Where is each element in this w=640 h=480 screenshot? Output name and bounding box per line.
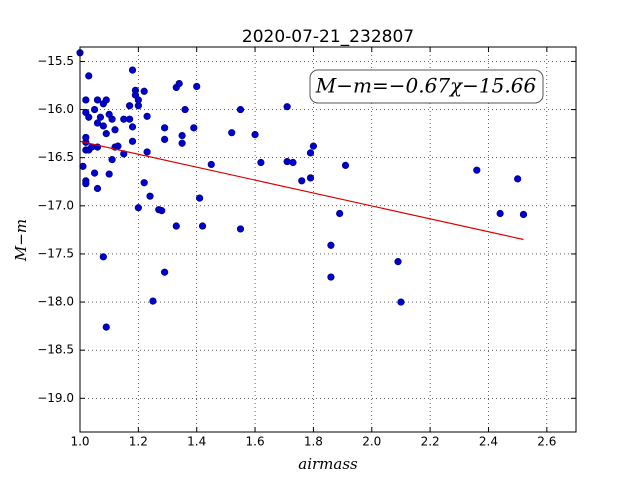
point xyxy=(336,209,344,218)
y-tick-label: −17.5 xyxy=(37,246,74,260)
point xyxy=(128,123,137,131)
x-tick-label: 1.4 xyxy=(187,435,206,449)
point xyxy=(85,72,93,80)
point xyxy=(289,158,297,167)
point xyxy=(126,102,134,110)
point xyxy=(93,119,102,127)
point xyxy=(96,113,105,121)
annotation-box xyxy=(309,69,544,104)
point xyxy=(172,222,180,230)
x-tick-label: 2.4 xyxy=(479,435,498,449)
annotation: M−m=−0.67χ−15.66 xyxy=(315,74,537,98)
point xyxy=(128,137,137,145)
y-tick-label: −15.5 xyxy=(37,54,74,68)
point xyxy=(93,184,102,193)
y-tick-label: −17.0 xyxy=(37,198,74,212)
point xyxy=(251,130,259,139)
point xyxy=(178,139,186,147)
point xyxy=(140,179,148,187)
point xyxy=(105,170,113,178)
point xyxy=(102,96,110,104)
point xyxy=(257,158,265,167)
point xyxy=(161,268,169,276)
point xyxy=(496,209,504,218)
point xyxy=(327,241,335,249)
point xyxy=(82,96,90,104)
point xyxy=(198,222,207,230)
y-tick-label: −19.0 xyxy=(37,391,74,405)
x-tick-label: 1.8 xyxy=(304,435,323,449)
point xyxy=(306,149,315,157)
point xyxy=(108,115,116,123)
point xyxy=(283,157,291,166)
point xyxy=(90,105,99,114)
point xyxy=(158,207,166,215)
y-tick-label: −18.5 xyxy=(37,343,74,357)
x-tick-label: 2.2 xyxy=(421,435,440,449)
y-axis-label: M−m xyxy=(12,219,30,262)
point xyxy=(102,323,110,331)
x-tick-label: 2.6 xyxy=(537,435,556,449)
y-tick-label: −16.5 xyxy=(37,150,74,164)
point xyxy=(236,105,245,114)
point xyxy=(99,253,107,261)
point xyxy=(514,175,522,183)
point xyxy=(298,177,306,185)
point xyxy=(102,130,110,138)
point xyxy=(394,258,402,266)
point xyxy=(99,122,107,130)
point xyxy=(126,115,134,123)
x-tick-label: 1.6 xyxy=(246,435,265,449)
y-tick-label: −18.0 xyxy=(37,295,74,309)
point xyxy=(327,273,335,281)
x-tick-label: 1.0 xyxy=(70,435,89,449)
point xyxy=(134,96,142,104)
point xyxy=(473,166,481,174)
point xyxy=(161,124,169,132)
point xyxy=(128,66,137,74)
point xyxy=(228,129,236,137)
x-tick-label: 2.0 xyxy=(362,435,381,449)
point xyxy=(178,131,186,140)
point xyxy=(111,126,119,134)
point xyxy=(207,160,215,169)
plot-frame xyxy=(79,46,577,433)
chart-title: 2020-07-21_232807 xyxy=(242,27,414,47)
y-tick-label: −16.0 xyxy=(37,102,74,116)
point xyxy=(90,169,99,177)
point xyxy=(143,148,151,156)
x-axis-label: airmass xyxy=(298,455,358,473)
point xyxy=(283,103,291,111)
point xyxy=(82,180,90,188)
point xyxy=(79,162,87,170)
x-tick-label: 1.2 xyxy=(129,435,148,449)
point xyxy=(196,194,204,202)
point xyxy=(134,204,142,212)
point xyxy=(140,87,148,95)
point xyxy=(161,135,169,143)
point xyxy=(181,105,189,114)
point xyxy=(190,124,198,132)
point xyxy=(193,82,201,91)
point xyxy=(149,297,157,305)
fit-line xyxy=(79,140,524,241)
point xyxy=(108,156,116,164)
point xyxy=(309,142,318,150)
point xyxy=(93,96,102,104)
point xyxy=(85,113,93,121)
point xyxy=(397,298,405,306)
point xyxy=(175,79,183,88)
point xyxy=(143,112,151,120)
point xyxy=(146,192,154,200)
point xyxy=(341,161,350,169)
point xyxy=(236,225,245,233)
point xyxy=(519,210,528,219)
point xyxy=(114,142,122,150)
point xyxy=(306,174,315,182)
